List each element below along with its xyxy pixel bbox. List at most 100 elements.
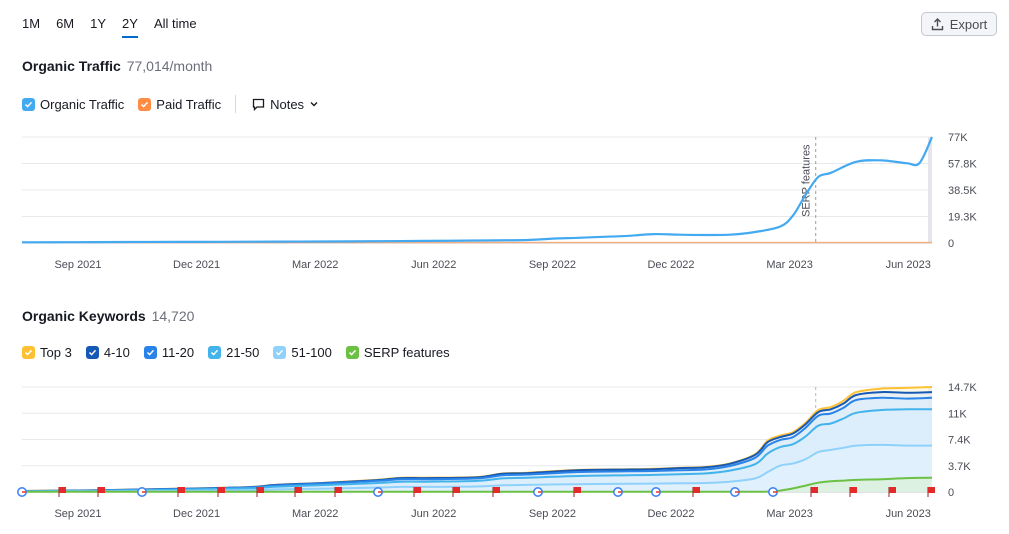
legend-11-20[interactable]: 11-20 [143,345,195,360]
x-tick-label: Jun 2022 [411,508,456,520]
x-tick-label: Dec 2022 [647,508,694,520]
range-tab-1m[interactable]: 1M [22,16,41,31]
checkbox-checked-icon [85,346,99,359]
traffic-section-title: Organic Traffic 77,014/month [22,58,212,74]
x-tick-label: Mar 2023 [766,508,812,520]
organic-traffic-line [21,136,934,244]
keywords-legend: Top 3 4-10 11-20 21-50 51-100 SERP features [22,345,464,360]
x-tick-label: Sep 2022 [529,508,576,520]
range-tab-1y[interactable]: 1Y [90,16,107,31]
y-tick-label: 14.7K [948,382,977,394]
export-button[interactable]: Export [921,12,997,36]
y-tick-label: 19.3K [948,212,977,224]
checkbox-checked-icon [273,346,287,359]
range-tab-6m[interactable]: 6M [56,16,75,31]
x-tick-label: Sep 2021 [54,259,101,271]
legend-21-50[interactable]: 21-50 [208,345,259,360]
keywords-value: 14,720 [151,308,195,324]
google-update-bar [22,491,27,493]
traffic-legend: Organic Traffic Paid Traffic Notes [22,95,319,113]
x-tick-label: Mar 2022 [292,259,338,271]
flag-icon [218,487,225,493]
x-tick-label: Sep 2021 [54,508,101,520]
legend-top-3[interactable]: Top 3 [22,345,72,360]
keywords-title: Organic Keywords [22,308,146,324]
chart-edge-bar [928,137,932,243]
flag-icon [811,487,818,493]
google-update-bar [735,491,740,493]
line-11-20 [21,396,933,493]
google-update-bar [618,491,623,493]
legend-label: 11-20 [161,345,195,360]
x-tick-label: Dec 2022 [647,259,694,271]
legend-label: Top 3 [40,345,72,360]
export-label: Export [949,16,988,32]
flag-icon [414,487,421,493]
keywords-section-title: Organic Keywords 14,720 [22,308,194,324]
traffic-title: Organic Traffic [22,58,121,74]
legend-organic-traffic[interactable]: Organic Traffic [22,97,124,112]
serp-annotation-label: SERP features [801,144,813,217]
x-tick-label: Dec 2021 [173,259,220,271]
flag-icon [574,487,581,493]
x-tick-label: Mar 2022 [292,508,338,520]
checkbox-checked-icon [138,97,152,111]
google-update-bar [656,491,661,493]
y-tick-label: 0 [948,238,954,250]
y-tick-label: 57.8K [948,159,977,171]
legend-paid-traffic[interactable]: Paid Traffic [138,97,221,112]
legend-label: Paid Traffic [156,96,222,112]
organic-keywords-chart: 14.7K 11K 7.4K 3.7K 0 Sep 2021 Dec 2021 Mar 202… [16,382,977,520]
google-update-bar [773,491,778,493]
flag-icon [928,487,935,493]
flag-icon [295,487,302,493]
checkbox-checked-icon [345,346,359,359]
google-update-bar [378,491,383,493]
traffic-value: 77,014/month [126,58,213,74]
y-tick-label: 11K [948,408,967,420]
flag-icon [98,487,105,493]
line-51-100 [21,443,933,493]
export-icon [931,17,943,30]
flag-icon [850,487,857,493]
line-serp-features [22,476,933,493]
google-update-bar [538,491,543,493]
flag-icon [257,487,264,493]
y-tick-label: 3.7K [948,461,971,473]
notes-label: Notes [270,96,305,112]
flag-icon [178,487,185,493]
legend-label: 21-50 [226,345,260,360]
legend-label: SERP features [363,345,450,360]
x-tick-label: Jun 2023 [886,259,931,271]
y-tick-label: 77K [948,132,968,144]
flag-icon [493,487,500,493]
y-tick-label: 7.4K [948,435,971,447]
line-21-50 [21,408,933,493]
legend-divider [235,95,237,113]
legend-label: 4-10 [103,345,130,360]
y-tick-label: 38.5K [948,185,977,197]
flag-icon [693,487,700,493]
legend-serp-features[interactable]: SERP features [345,345,450,360]
checkbox-checked-icon [22,346,35,359]
range-tab-all-time[interactable]: All time [153,16,197,31]
checkbox-checked-icon [143,346,157,359]
google-update-bar [142,491,147,493]
flag-icon [335,487,342,493]
organic-traffic-chart: 77K 57.8K 38.5K 19.3K 0 Sep 2021 Dec 2021 Mar 2… [21,132,977,271]
legend-51-100[interactable]: 51-100 [273,345,332,360]
legend-4-10[interactable]: 4-10 [85,345,130,360]
legend-label: 51-100 [291,345,332,360]
x-tick-label: Dec 2021 [173,508,220,520]
chevron-down-icon [310,102,318,107]
checkbox-checked-icon [208,346,222,359]
notes-dropdown[interactable]: Notes [252,97,319,112]
range-tab-2y[interactable]: 2Y [122,16,138,38]
flag-icon [59,487,66,493]
checkbox-checked-icon [22,97,35,111]
date-range-tabs: 1M 6M 1Y 2Y All time [22,16,213,38]
notes-icon [252,98,265,111]
x-tick-label: Jun 2022 [411,259,456,271]
x-tick-label: Sep 2022 [529,259,576,271]
y-tick-label: 0 [948,487,954,499]
